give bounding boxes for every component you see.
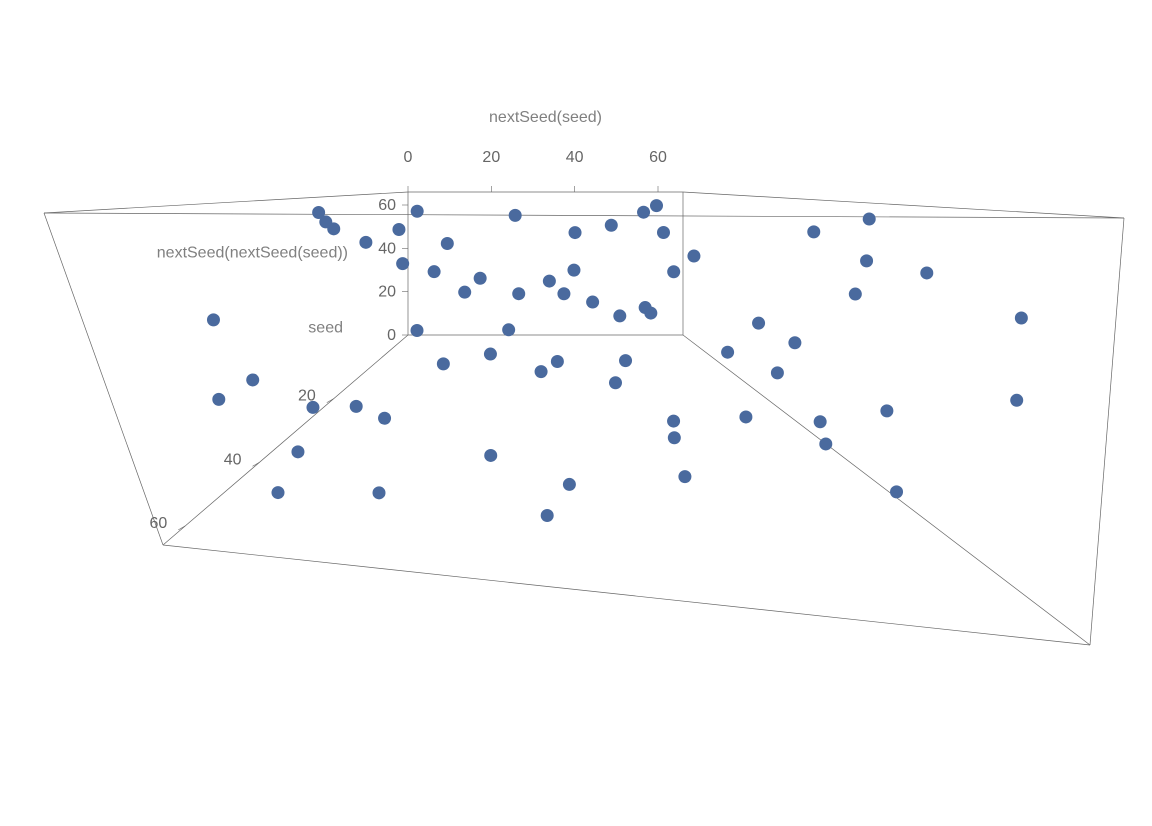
data-point xyxy=(484,449,497,462)
data-point xyxy=(687,250,700,263)
data-point xyxy=(551,355,564,368)
data-point xyxy=(619,354,632,367)
data-point xyxy=(814,415,827,428)
data-point xyxy=(605,219,618,232)
data-point xyxy=(721,346,734,359)
data-point xyxy=(441,237,454,250)
data-point xyxy=(752,317,765,330)
data-point xyxy=(350,400,363,413)
data-point xyxy=(586,296,599,309)
data-point xyxy=(291,445,304,458)
data-point xyxy=(639,301,652,314)
z-tick-label: 20 xyxy=(378,284,396,301)
data-point xyxy=(319,215,332,228)
x-tick-label: 0 xyxy=(404,149,413,166)
data-point xyxy=(512,287,525,300)
data-point xyxy=(411,205,424,218)
data-point xyxy=(541,509,554,522)
data-point xyxy=(563,478,576,491)
data-point xyxy=(650,199,663,212)
x-tick-label: 20 xyxy=(482,149,500,166)
data-point xyxy=(359,236,372,249)
data-point xyxy=(657,226,670,239)
data-point xyxy=(819,437,832,450)
data-point xyxy=(788,336,801,349)
data-point xyxy=(1010,394,1023,407)
data-point xyxy=(1015,311,1028,324)
data-point xyxy=(807,225,820,238)
data-point xyxy=(411,324,424,337)
chart-svg: 0 20 40 60 nextSeed(seed) 0 20 40 60 nextSeed(nex… xyxy=(0,0,1152,826)
data-point xyxy=(502,323,515,336)
data-point xyxy=(396,257,409,270)
data-point xyxy=(890,485,903,498)
data-point xyxy=(392,223,405,236)
data-point xyxy=(428,265,441,278)
data-point xyxy=(458,286,471,299)
data-point xyxy=(535,365,548,378)
data-point xyxy=(378,412,391,425)
z-axis-label: nextSeed(nextSeed(seed)) xyxy=(157,245,348,262)
data-point xyxy=(613,309,626,322)
data-point xyxy=(569,226,582,239)
data-point xyxy=(637,206,650,219)
data-point xyxy=(437,357,450,370)
data-point xyxy=(860,254,873,267)
data-point xyxy=(678,470,691,483)
data-point xyxy=(271,486,284,499)
y-axis-label: seed xyxy=(308,319,343,336)
z-tick-label: 0 xyxy=(387,327,396,344)
z-tick-label: 40 xyxy=(378,240,396,257)
data-point xyxy=(509,209,522,222)
data-point xyxy=(557,287,570,300)
data-point xyxy=(771,366,784,379)
data-point xyxy=(667,415,680,428)
data-point xyxy=(246,373,259,386)
data-point xyxy=(668,431,681,444)
data-point xyxy=(849,288,862,301)
x-axis-label: nextSeed(seed) xyxy=(489,109,602,126)
data-point xyxy=(543,275,556,288)
data-point xyxy=(667,265,680,278)
data-point xyxy=(880,404,893,417)
data-point xyxy=(567,264,580,277)
data-point xyxy=(306,401,319,414)
scatter3d-chart: 0 20 40 60 nextSeed(seed) 0 20 40 60 nextSeed(nex… xyxy=(0,0,1152,826)
y-tick-label: 60 xyxy=(149,515,167,532)
data-point xyxy=(609,376,622,389)
data-point xyxy=(739,410,752,423)
data-point xyxy=(920,266,933,279)
data-point xyxy=(212,393,225,406)
x-tick-label: 60 xyxy=(649,149,667,166)
x-tick-label: 40 xyxy=(566,149,584,166)
data-point xyxy=(863,212,876,225)
y-tick-label: 40 xyxy=(224,451,242,468)
data-point xyxy=(373,486,386,499)
data-point xyxy=(207,313,220,326)
data-point xyxy=(484,348,497,361)
data-point xyxy=(474,272,487,285)
z-tick-label: 60 xyxy=(378,197,396,214)
